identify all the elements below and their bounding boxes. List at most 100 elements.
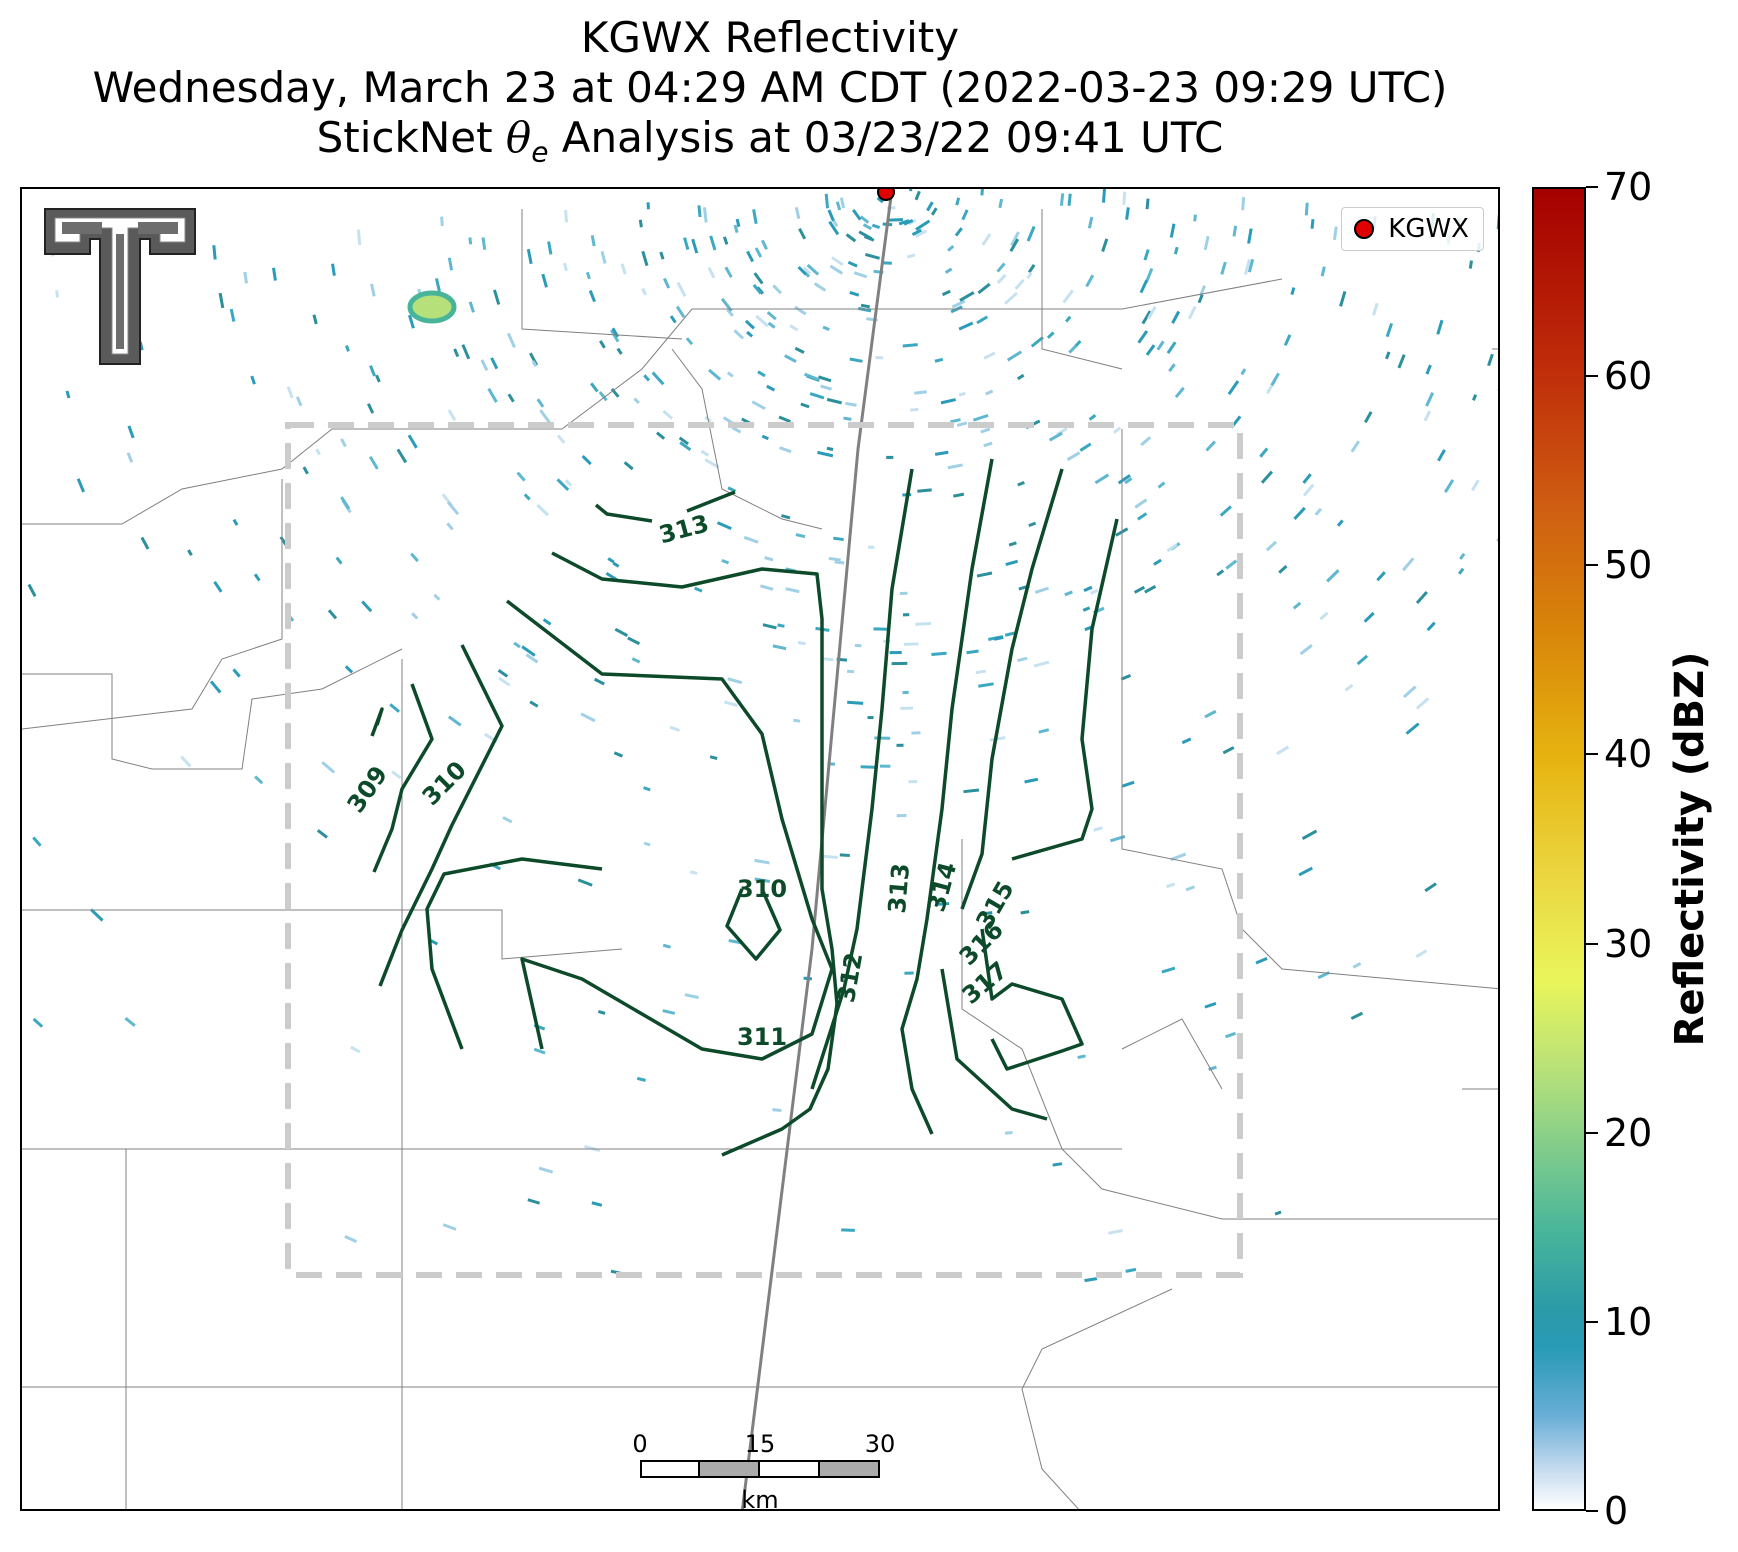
radar-echo	[662, 277, 671, 289]
radar-echo	[909, 189, 914, 192]
radar-echo	[90, 908, 104, 922]
radar-echo	[547, 241, 553, 255]
scale-unit: km	[741, 1486, 779, 1514]
contour-label: 317	[957, 956, 1013, 1010]
radar-echo	[1364, 411, 1373, 424]
radar-echo	[1169, 223, 1176, 238]
colorbar-tick	[1586, 375, 1598, 378]
radar-echo	[209, 680, 222, 694]
radar-echo	[983, 441, 993, 448]
radar-echo	[213, 581, 223, 593]
radar-echo	[1014, 278, 1025, 290]
radar-echo	[930, 207, 938, 216]
radar-echo	[536, 504, 550, 517]
radar-echo	[744, 319, 755, 330]
radar-echo	[187, 549, 193, 556]
radar-echo	[947, 244, 955, 252]
radar-echo	[785, 587, 800, 594]
radar-echo	[911, 228, 922, 236]
radar-echo	[851, 209, 862, 221]
radar-echo	[1133, 585, 1146, 594]
radar-echo	[531, 360, 538, 368]
radar-echo	[854, 643, 862, 648]
radar-echo	[1199, 285, 1206, 297]
radar-echo	[1372, 302, 1379, 316]
radar-echo	[646, 202, 650, 210]
radar-echo	[1290, 287, 1296, 295]
boundary-line	[671, 348, 823, 530]
radar-echo	[597, 1010, 606, 1015]
radar-echo	[1320, 266, 1326, 277]
radar-echo	[316, 829, 328, 839]
radar-echo	[1067, 193, 1072, 206]
radar-echo	[1423, 410, 1432, 422]
colorbar-tick	[1586, 1510, 1598, 1512]
radar-echo	[915, 219, 931, 231]
radar-echo	[697, 205, 702, 218]
radar-echo	[1425, 392, 1435, 407]
radar-echo	[795, 533, 806, 539]
contour-label: 313	[883, 862, 915, 914]
radar-echo	[442, 1223, 457, 1231]
radar-echo	[655, 431, 666, 440]
radar-echo	[1204, 709, 1217, 719]
radar-echo	[793, 718, 801, 723]
radar-echo	[340, 438, 347, 448]
radar-echo	[826, 446, 834, 451]
contour-label: 311	[737, 1023, 787, 1051]
radar-echo	[1193, 214, 1197, 222]
radar-site-marker[interactable]	[877, 189, 895, 201]
radar-echo	[958, 321, 974, 331]
map-panel[interactable]: 309 310 310 311 312 313 313 314 315 316 …	[20, 187, 1500, 1511]
radar-echo	[1350, 440, 1361, 453]
map-subtitle-time: Wednesday, March 23 at 04:29 AM CDT (202…	[92, 63, 1448, 112]
radar-echo	[1157, 481, 1166, 489]
radar-echo	[1026, 272, 1033, 280]
radar-echo	[564, 479, 573, 487]
radar-echo	[762, 623, 777, 630]
radar-echo	[76, 478, 86, 493]
radar-echo	[691, 238, 699, 254]
radar-echo	[996, 273, 1007, 284]
radar-echo-cell	[407, 290, 457, 324]
boundary-line	[1041, 209, 1123, 370]
boundary-line	[22, 648, 403, 770]
radar-echo	[958, 391, 966, 397]
highway-line	[740, 189, 894, 1509]
radar-echo	[389, 703, 401, 713]
map-legend: KGWX	[1341, 207, 1484, 251]
radar-echo	[798, 227, 807, 240]
radar-echo	[1304, 202, 1309, 216]
radar-echo	[789, 324, 799, 332]
radar-echo	[743, 535, 759, 544]
radar-echo	[408, 314, 415, 329]
radar-echo	[694, 586, 703, 593]
radar-echo	[312, 314, 318, 325]
radar-echo	[804, 372, 820, 382]
radar-echo	[900, 706, 914, 710]
radar-echo	[620, 263, 627, 275]
radar-echo	[599, 340, 606, 349]
radar-echo	[752, 284, 763, 295]
radar-echo	[590, 382, 599, 393]
radar-echo	[704, 458, 720, 469]
radar-echo	[440, 216, 444, 227]
radar-echo	[556, 478, 570, 491]
radar-echo	[447, 257, 454, 271]
radar-echo	[977, 282, 991, 295]
radar-echo	[843, 416, 852, 421]
radar-echo	[826, 397, 842, 405]
radar-echo	[976, 571, 993, 578]
radar-echo	[678, 436, 690, 446]
radar-echo	[728, 939, 743, 945]
radar-echo	[963, 788, 980, 794]
radar-echo	[1276, 745, 1290, 756]
radar-echo	[1385, 322, 1394, 338]
radar-echo	[976, 315, 989, 325]
radar-echo	[926, 201, 934, 212]
contour-312-outer	[551, 551, 839, 1157]
radar-echo	[1173, 246, 1179, 255]
radar-echo	[906, 253, 916, 259]
radar-echo	[468, 237, 473, 245]
contour-310-left	[378, 644, 504, 987]
